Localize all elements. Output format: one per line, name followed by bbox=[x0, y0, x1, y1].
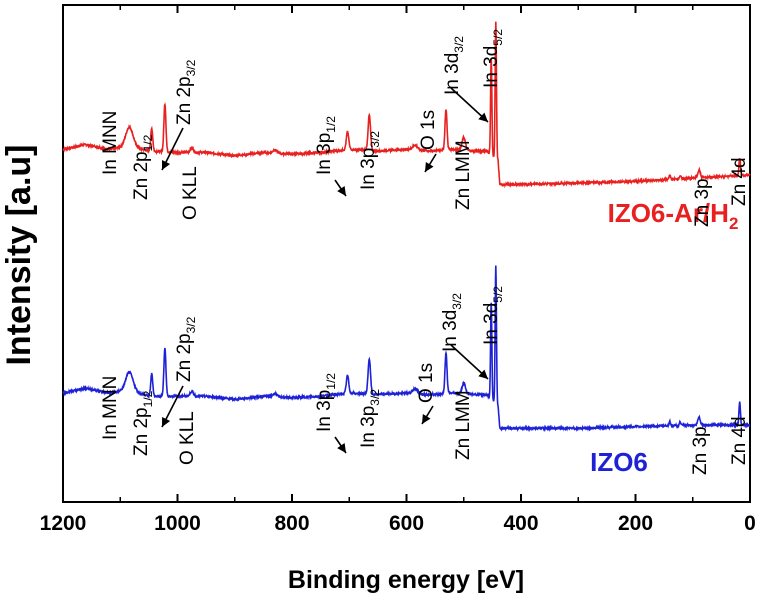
peak-label-in-3p12-top: In 3p1/2 bbox=[314, 116, 338, 175]
peak-label-zn-2p32-bottom: Zn 2p3/2 bbox=[174, 316, 198, 382]
peak-label-zn-4d-bottom: Zn 4d bbox=[729, 416, 750, 465]
x-tick-label: 200 bbox=[618, 512, 653, 535]
peak-label-zn-2p12-bottom: Zn 2p1/2 bbox=[131, 390, 155, 456]
peak-label-in-3d52-top: In 3d5/2 bbox=[481, 29, 505, 88]
peak-arrowhead-o-1s-top bbox=[425, 161, 434, 172]
peak-arrowhead-in-3p12-bottom bbox=[337, 443, 346, 453]
peak-label-in-3p12-bottom: In 3p1/2 bbox=[314, 373, 338, 432]
x-tick-label: 1000 bbox=[154, 512, 201, 535]
x-axis-title: Binding energy [eV] bbox=[288, 566, 524, 594]
peak-label-o-kll-top: O KLL bbox=[180, 166, 201, 220]
peak-label-o-1s-bottom: O 1s bbox=[416, 363, 437, 403]
peak-arrowhead-o-1s-bottom bbox=[422, 413, 431, 424]
peak-label-in-mnn-top: In MNN bbox=[100, 111, 121, 175]
peak-label-zn-3p-bottom: Zn 3p bbox=[690, 426, 711, 475]
series-label-izo6: IZO6 bbox=[590, 447, 648, 477]
annotation-group: In MNN In MNN Zn 2p1/2 Zn 2p1/2 Zn 2p3/2 Zn 2… bbox=[100, 29, 750, 475]
x-tick-label: 0 bbox=[744, 512, 756, 535]
peak-arrowhead-zn-2p32-top bbox=[162, 159, 171, 170]
x-tick-label: 800 bbox=[274, 512, 309, 535]
peak-label-in-3d32-top: In 3d3/2 bbox=[442, 36, 466, 95]
series-line-izo6-ar-h2 bbox=[62, 21, 751, 189]
peak-arrowhead-in-3p12-top bbox=[337, 186, 346, 196]
peak-label-zn-4d-top: Zn 4d bbox=[729, 157, 750, 206]
peak-label-zn-2p12-top: Zn 2p1/2 bbox=[131, 134, 155, 200]
peak-label-zn-lmm-bottom: Zn LMM bbox=[453, 390, 474, 460]
peak-label-in-mnn-bottom: In MNN bbox=[100, 376, 121, 440]
x-tick-label: 1200 bbox=[40, 512, 87, 535]
peak-label-in-3d32-bottom: In 3d3/2 bbox=[440, 293, 464, 352]
peak-arrowhead-in-3d32-bottom bbox=[478, 369, 488, 379]
peak-label-zn-3p-top: Zn 3p bbox=[692, 178, 713, 227]
peak-label-in-3p32-bottom: In 3p3/2 bbox=[358, 389, 382, 448]
x-axis-ticks: 1200 1000 800 600 400 200 0 bbox=[40, 5, 756, 535]
peak-label-o-1s-top: O 1s bbox=[418, 110, 439, 150]
y-axis-title: Intensity [a.u] bbox=[0, 144, 38, 365]
peak-label-o-kll-bottom: O KLL bbox=[177, 411, 198, 465]
peak-label-zn-2p32-top: Zn 2p3/2 bbox=[174, 59, 198, 125]
x-tick-label: 600 bbox=[389, 512, 424, 535]
peak-label-in-3p32-top: In 3p3/2 bbox=[358, 131, 382, 190]
plot-frame bbox=[62, 4, 751, 503]
series-group: IZO6-Ar/H2 IZO6 bbox=[62, 21, 751, 477]
x-tick-label: 400 bbox=[503, 512, 538, 535]
peak-arrowhead-in-3d32-top bbox=[478, 112, 488, 122]
peak-label-zn-lmm-top: Zn LMM bbox=[453, 140, 474, 210]
peak-arrowhead-zn-2p32-bottom bbox=[162, 416, 171, 427]
series-line-izo6 bbox=[62, 265, 751, 433]
series-label-ar-h2: IZO6-Ar/H2 bbox=[608, 198, 739, 233]
peak-label-in-3d52-bottom: In 3d5/2 bbox=[481, 286, 505, 345]
